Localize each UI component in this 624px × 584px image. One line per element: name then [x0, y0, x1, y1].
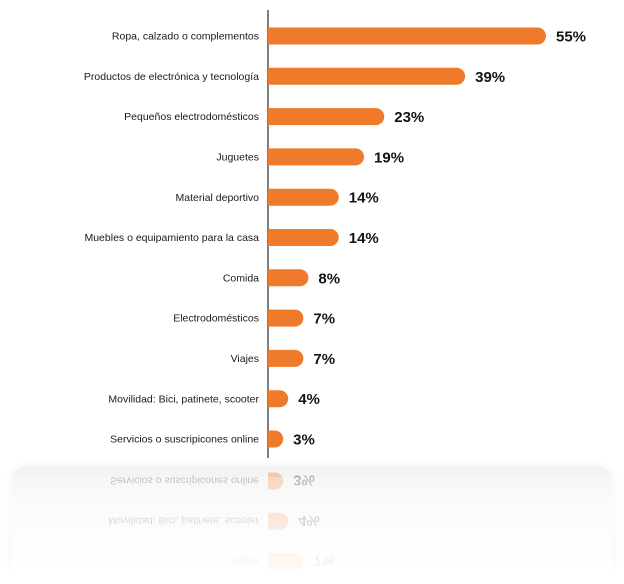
value-label-9: 7% — [313, 351, 335, 368]
category-label-8: Electrodomésticos — [173, 313, 259, 325]
bar-10 — [268, 390, 289, 408]
value-label-2: 39% — [475, 69, 505, 86]
bar-1 — [268, 27, 546, 45]
bar-11 — [268, 430, 284, 448]
reflection-fade — [12, 477, 612, 584]
bar-6 — [268, 229, 339, 246]
value-label-4: 19% — [374, 149, 404, 166]
bar-2 — [268, 67, 466, 85]
bar-7 — [268, 269, 309, 287]
category-labels-group: Ropa, calzado o complementos Productos de… — [84, 31, 260, 446]
value-label-8: 7% — [313, 311, 335, 328]
category-label-7: Comida — [223, 272, 259, 284]
category-label-5: Material deportivo — [176, 192, 260, 204]
category-label-10: Movilidad: Bici, patinete, scooter — [108, 393, 259, 405]
bar-9 — [268, 349, 304, 367]
value-label-10: 4% — [298, 391, 320, 408]
bar-3 — [268, 108, 385, 126]
category-label-3: Pequeños electrodomésticos — [124, 111, 259, 123]
value-label-11: 3% — [293, 432, 315, 449]
bar-8 — [268, 309, 304, 327]
value-labels-group: 55% 39% 23% 19% 14% 14% 8% 7% 7% 4% 3% — [293, 29, 586, 449]
category-label-4: Juguetes — [216, 152, 259, 164]
category-label-1: Ropa, calzado o complementos — [112, 31, 259, 43]
bar-5 — [268, 188, 339, 206]
bars-group — [268, 27, 546, 448]
value-label-5: 14% — [349, 190, 379, 207]
category-label-2: Productos de electrónica y tecnología — [84, 71, 259, 83]
bar-4 — [268, 148, 365, 166]
value-label-1: 55% — [556, 29, 586, 46]
category-label-6: Muebles o equipamiento para la casa — [84, 232, 259, 244]
value-label-7: 8% — [318, 270, 340, 287]
category-label-11: Servicios o suscripicones online — [110, 434, 259, 446]
value-label-6: 14% — [349, 230, 379, 247]
value-label-3: 23% — [394, 109, 424, 126]
category-label-9: Viajes — [231, 353, 259, 365]
